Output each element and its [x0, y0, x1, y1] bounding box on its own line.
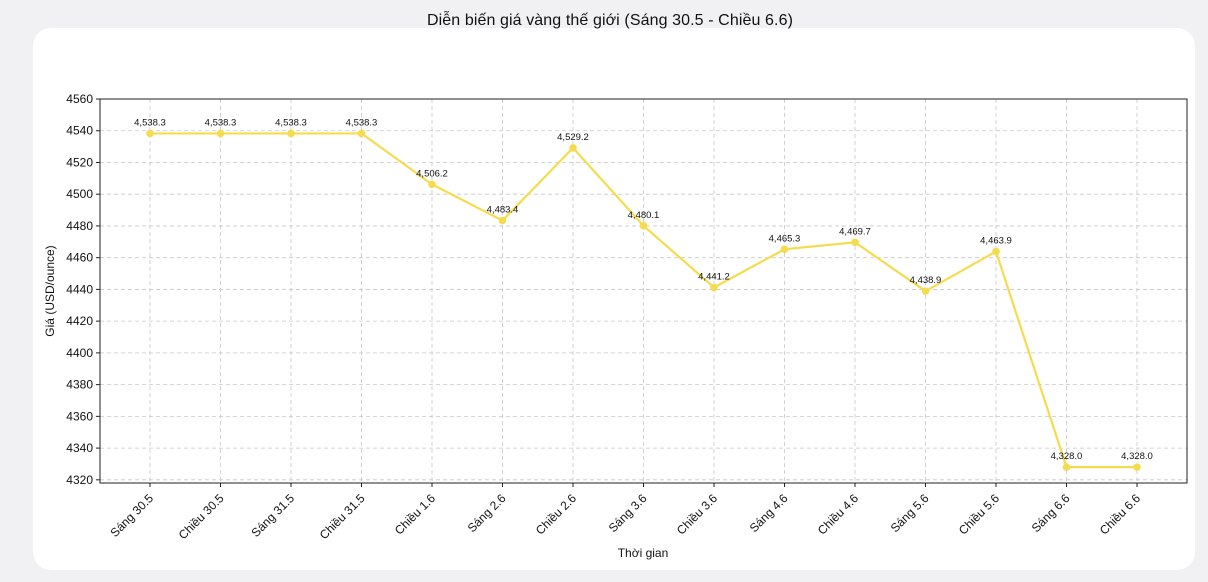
x-tick-label: Sáng 31.5	[249, 491, 298, 540]
x-tick-label: Sáng 6.6	[1029, 491, 1073, 535]
data-point	[992, 247, 1000, 256]
data-label: 4,328.0	[1051, 451, 1083, 462]
data-label: 4,483.4	[487, 205, 519, 216]
data-label: 4,480.1	[628, 210, 660, 221]
data-point	[146, 129, 154, 138]
y-tick-label: 4540	[66, 124, 93, 138]
data-label: 4,438.9	[910, 275, 942, 286]
y-axis-label: Giá (USD/ounce)	[43, 245, 57, 336]
y-tick-label: 4520	[66, 155, 93, 169]
x-tick-label: Chiều 4.6	[815, 491, 861, 537]
series-price	[146, 129, 1141, 471]
data-point	[428, 180, 436, 189]
data-label: 4,469.7	[839, 226, 871, 237]
y-tick-label: 4500	[66, 187, 93, 201]
x-tick-label: Sáng 5.6	[888, 491, 932, 535]
y-tick-label: 4380	[66, 378, 93, 392]
data-label: 4,328.0	[1121, 451, 1153, 462]
data-point	[1133, 463, 1141, 471]
y-tick-label: 4340	[66, 441, 93, 455]
x-tick-label: Sáng 2.6	[465, 491, 509, 535]
x-tick-label: Chiều 6.6	[1097, 491, 1143, 537]
x-tick-label: Chiều 1.6	[392, 491, 438, 537]
data-label: 4,465.3	[769, 233, 801, 244]
data-point	[216, 129, 225, 138]
grid-lines	[100, 98, 1187, 483]
data-point	[780, 245, 789, 254]
x-tick-label: Chiều 31.5	[317, 491, 368, 542]
x-tick-label: Sáng 30.5	[108, 491, 157, 540]
data-label: 4,538.3	[275, 117, 307, 128]
data-label: 4,463.9	[980, 235, 1012, 246]
y-tick-label: 4400	[66, 346, 93, 360]
data-point	[498, 216, 507, 225]
y-tick-label: 4440	[66, 282, 93, 296]
data-point	[851, 238, 859, 247]
data-label: 4,538.3	[346, 117, 378, 128]
data-label: 4,529.2	[557, 132, 589, 143]
data-point	[921, 287, 930, 295]
data-point	[287, 129, 295, 138]
data-point	[1062, 463, 1071, 471]
x-tick-label: Chiều 30.5	[176, 491, 227, 542]
data-label: 4,538.3	[205, 117, 237, 128]
data-label: 4,506.2	[416, 168, 448, 179]
data-label: 4,538.3	[134, 117, 166, 128]
x-tick-label: Sáng 4.6	[747, 491, 791, 535]
x-tick-label: Chiều 5.6	[956, 491, 1002, 537]
data-point	[710, 283, 718, 292]
plot-frame	[99, 98, 1188, 484]
y-tick-label: 4360	[66, 409, 93, 423]
x-tick-label: Chiều 2.6	[533, 491, 579, 537]
data-point	[569, 144, 577, 152]
data-label: 4,441.2	[698, 272, 730, 283]
y-tick-label: 4420	[66, 314, 93, 328]
y-tick-label: 4560	[66, 92, 93, 106]
y-tick-label: 4480	[66, 219, 93, 233]
chart-title: Diễn biến giá vàng thế giới (Sáng 30.5 -…	[426, 12, 794, 29]
data-labels: 4,538.3 4,538.3 4,538.3 4,538.3 4,506.2 4,483…	[134, 117, 1153, 462]
x-tick-label: Chiều 3.6	[674, 491, 720, 537]
x-axis-label: Thời gian	[618, 546, 669, 560]
x-tick-label: Sáng 3.6	[606, 491, 650, 535]
y-tick-label: 4460	[66, 251, 93, 265]
data-point	[639, 221, 648, 230]
axes: 4320 4340 4360 4380 4400 4420 4440 4460 4480 4500…	[66, 92, 1188, 542]
data-point	[357, 129, 366, 138]
y-tick-label: 4320	[66, 473, 93, 487]
